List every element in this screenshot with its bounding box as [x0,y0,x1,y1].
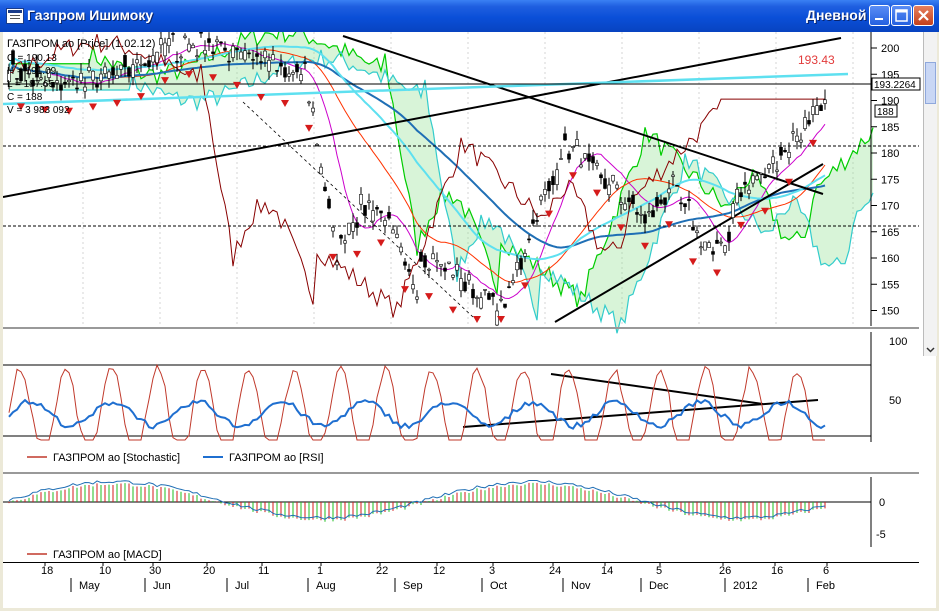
time-axis-day-label: 11 [258,565,269,577]
time-axis-day-label: 16 [771,565,783,577]
time-axis-day-label: 10 [99,565,111,577]
time-axis-day-label: 30 [149,565,161,577]
time-axis-day-label: 5 [656,565,662,577]
price-candles [7,32,827,326]
time-axis-day-label: 3 [489,565,495,577]
price-tick-label: 155 [881,279,899,291]
price-tick-label: 175 [881,174,899,186]
current-price-tag [874,104,898,118]
close-button[interactable] [913,5,934,26]
time-axis-month-label: Feb [816,580,835,592]
macd-legend: ГАЗПРОМ ао [MACD] [27,549,162,561]
price-tick-label: 180 [881,148,899,160]
time-axis-day-label: 1 [317,565,323,577]
chart-area[interactable]: ГАЗПРОМ ао [Price] (1.02.12) O = 190.13 … [3,32,937,608]
last-price-tag [871,77,921,91]
maximize-icon [895,9,908,22]
close-icon [918,10,929,21]
time-axis-month-label: 2012 [733,580,757,592]
oscillator-panel [3,332,872,442]
rsi-legend-label: ГАЗПРОМ ао [RSI] [229,452,324,464]
ohlc-high: H = 191.09 [7,66,57,77]
scroll-thumb[interactable] [925,62,936,104]
price-header: ГАЗПРОМ ао [Price] (1.02.12) [7,38,155,50]
scroll-down-icon[interactable] [925,344,936,355]
time-axis-month-label: Jul [235,580,249,592]
ohlc-close: C = 188 [7,92,43,103]
ohlc-volume: V = 3 983 092 [7,105,70,116]
time-axis-month-label: Nov [571,580,591,592]
fractal-markers [17,71,817,323]
window-title: Газпром Ишимоку [27,7,154,23]
last-price-value: 193.2264 [874,80,916,91]
time-axis-day-label: 20 [203,565,215,577]
osc-tick-100: 100 [889,336,907,348]
time-axis-month-label: May [79,580,100,592]
panel-divider-1[interactable] [3,327,919,329]
time-axis-day-label: 6 [823,565,829,577]
price-scrollbar[interactable] [923,32,937,356]
macd-legend-label: ГАЗПРОМ ао [MACD] [53,549,162,561]
period-label[interactable]: Дневной [806,7,867,23]
time-axis-day-label: 26 [719,565,731,577]
oscillator-lines [8,363,826,441]
minimize-button[interactable] [869,5,890,26]
stochastic-legend-label: ГАЗПРОМ ао [Stochastic] [53,452,180,464]
time-axis-day-label: 14 [601,565,613,577]
chart-window-icon [6,8,24,24]
price-tick-label: 160 [881,253,899,265]
price-tick-label: 200 [881,43,899,55]
trend-lines[interactable] [3,35,919,323]
title-bar[interactable]: Газпром Ишимоку Дневной [0,0,939,32]
current-price-value: 188 [877,107,894,118]
price-tick-label: 150 [881,306,899,318]
macd-tick-0: 0 [879,497,885,509]
time-axis-month-label: Aug [316,580,336,592]
panel-divider-2[interactable] [3,472,919,474]
ohlc-open: O = 190.13 [7,53,57,64]
price-info-box: ГАЗПРОМ ао [Price] (1.02.12) O = 190.13 … [7,38,155,116]
macd-histogram [8,479,826,522]
ohlc-low: L = 187.65 [7,79,55,90]
time-axis-day-label: 24 [549,565,561,577]
osc-legend: ГАЗПРОМ ао [Stochastic] ГАЗПРОМ ао [RSI] [27,452,324,464]
minimize-icon [875,18,883,20]
macd-tick-minus5: -5 [876,529,886,541]
maximize-button[interactable] [891,5,912,26]
time-axis-month-label: Sep [403,580,423,592]
price-tick-label: 170 [881,201,899,213]
axis-divider [3,562,919,563]
ichimoku-chart[interactable]: ГАЗПРОМ ао [Price] (1.02.12) O = 190.13 … [3,32,936,608]
time-axis-day-label: 12 [433,565,445,577]
time-axis-month-label: Jun [153,580,171,592]
time-axis-month-label: Dec [649,580,669,592]
time-axis-day-label: 18 [41,565,53,577]
price-tick-label: 185 [881,122,899,134]
time-axis-day-label: 22 [376,565,388,577]
time-axis-month-label: Oct [490,580,507,592]
price-annotation: 193.43 [798,53,835,67]
price-tick-label: 165 [881,227,899,239]
osc-tick-50: 50 [889,395,901,407]
